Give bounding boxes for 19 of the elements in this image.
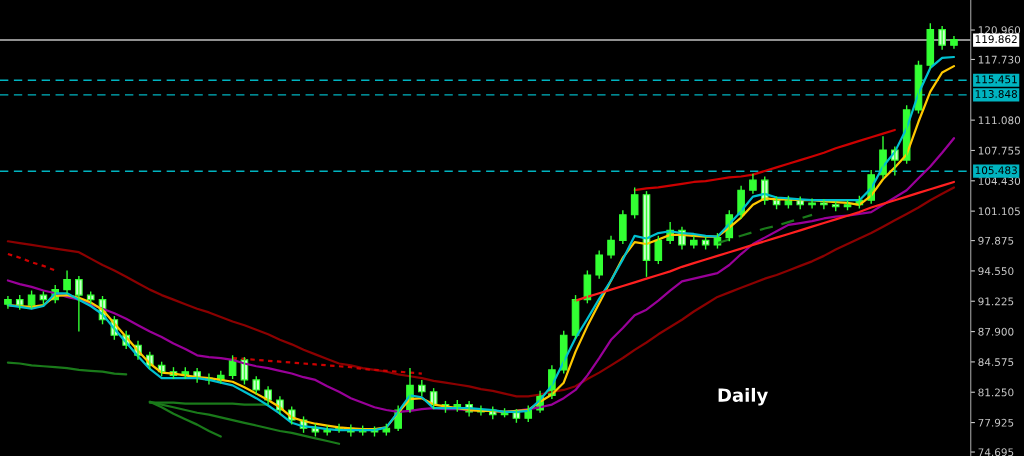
y-tick-label: 117.730 bbox=[978, 55, 1021, 64]
ref-line-label: 119.862 bbox=[975, 35, 1017, 44]
y-tick-label: 84.575 bbox=[978, 358, 1014, 367]
y-tick-label: 104.430 bbox=[978, 177, 1021, 185]
y-tick-label: 97.875 bbox=[978, 236, 1014, 245]
ref-line-label: 115.451 bbox=[975, 75, 1017, 84]
y-tick-label: 87.900 bbox=[978, 327, 1014, 336]
y-tick-label: 120.960 bbox=[978, 26, 1021, 35]
ref-line-label: 105.483 bbox=[975, 166, 1017, 175]
y-tick-label: 107.755 bbox=[978, 146, 1020, 155]
y-tick-label: 111.080 bbox=[978, 116, 1021, 125]
y-tick-label: 94.550 bbox=[978, 267, 1014, 276]
y-tick-label: 77.925 bbox=[978, 418, 1014, 427]
ref-line-label: 113.848 bbox=[975, 90, 1017, 98]
y-tick-label: 101.105 bbox=[978, 207, 1020, 216]
y-tick-label: 91.225 bbox=[978, 297, 1014, 306]
y-tick-label: 74.695 bbox=[978, 448, 1014, 456]
y-tick-label: 81.250 bbox=[978, 388, 1014, 397]
annotation: Daily bbox=[718, 387, 768, 406]
